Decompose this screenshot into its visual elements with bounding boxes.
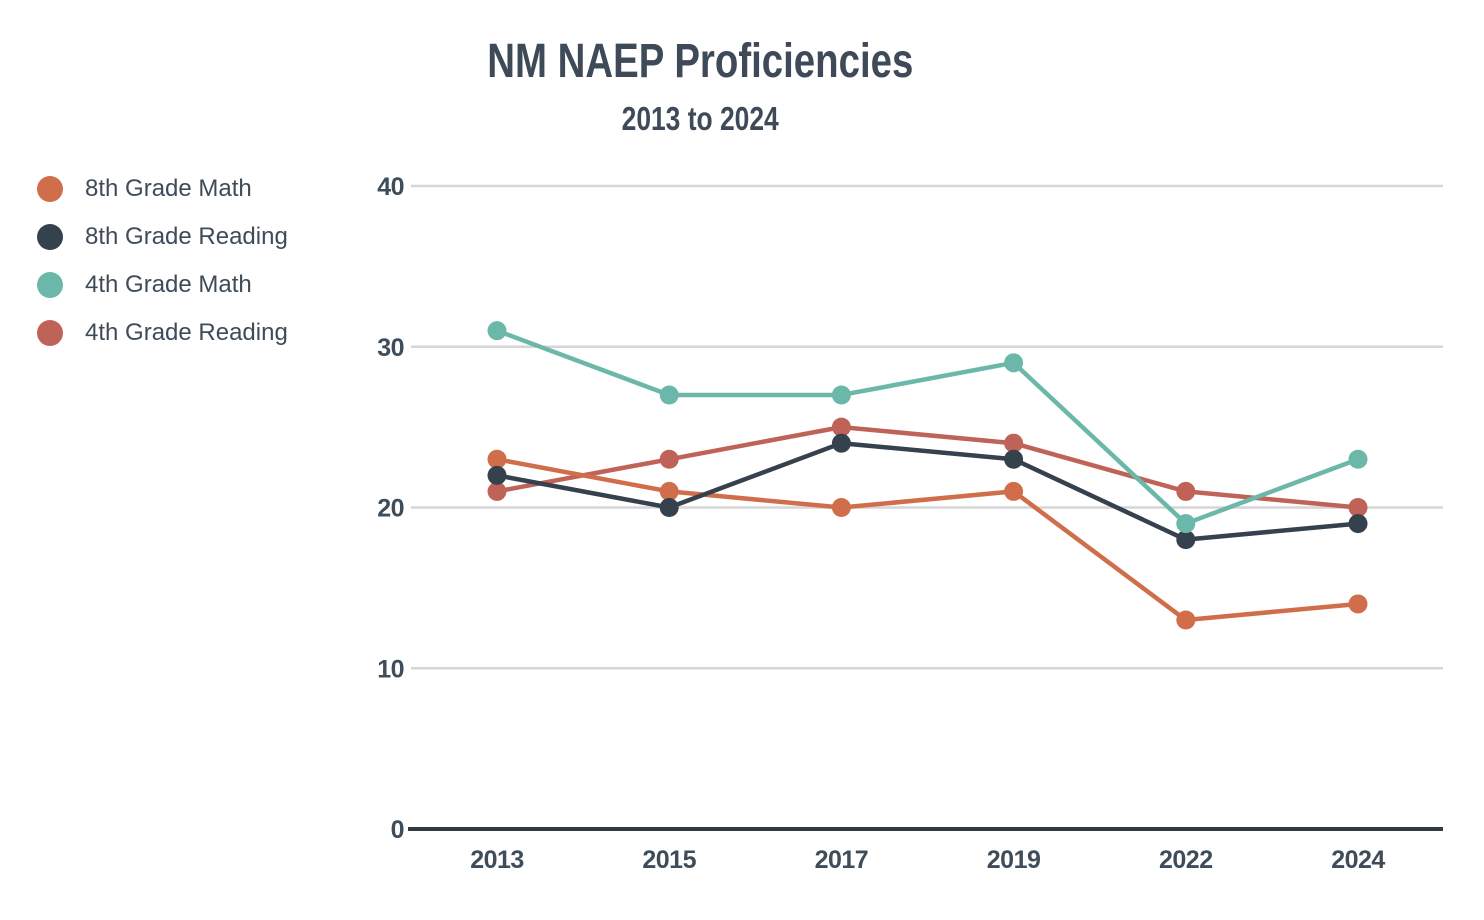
- data-point-4th-grade-reading: [487, 481, 507, 501]
- x-axis-tick-label: 2022: [1159, 846, 1213, 874]
- data-point-8th-grade-reading: [1004, 449, 1024, 469]
- series-line-4th-grade-math: [494, 328, 1361, 526]
- legend-dot-icon: [37, 272, 63, 298]
- data-point-4th-grade-math: [1004, 353, 1024, 373]
- chart-title-text: NM NAEP Proficiencies: [486, 35, 914, 88]
- y-axis-tick-label: 30: [377, 334, 404, 362]
- data-point-4th-grade-math: [659, 385, 679, 405]
- data-point-8th-grade-reading: [1176, 530, 1196, 550]
- legend-label: 4th Grade Math: [85, 271, 252, 298]
- data-point-4th-grade-reading: [1004, 433, 1024, 453]
- data-point-8th-grade-reading: [487, 465, 507, 485]
- series-line-8th-grade-math: [494, 457, 1361, 623]
- legend-dot-icon: [37, 320, 63, 346]
- legend-dot-icon: [37, 224, 63, 250]
- y-axis-tick-label: 20: [377, 495, 404, 523]
- legend-label: 4th Grade Reading: [85, 319, 288, 346]
- data-point-8th-grade-reading: [1348, 514, 1368, 534]
- legend-item-4th-grade-math: 4th Grade Math: [37, 261, 288, 309]
- chart-subtitle-text: 2013 to 2024: [621, 100, 779, 137]
- data-point-4th-grade-math: [1348, 449, 1368, 469]
- data-point-8th-grade-math: [659, 481, 679, 501]
- x-axis-tick-label: 2024: [1331, 846, 1385, 874]
- legend-item-8th-grade-reading: 8th Grade Reading: [37, 213, 288, 261]
- chart-subtitle: 2013 to 2024: [0, 100, 1400, 138]
- data-point-4th-grade-math: [1176, 514, 1196, 534]
- data-point-4th-grade-reading: [1348, 498, 1368, 517]
- data-point-4th-grade-math: [487, 321, 507, 341]
- data-point-8th-grade-math: [831, 498, 851, 517]
- data-point-8th-grade-math: [487, 449, 507, 469]
- data-point-8th-grade-math: [1348, 594, 1368, 614]
- legend-label: 8th Grade Math: [85, 175, 252, 202]
- legend-dot-icon: [37, 176, 63, 202]
- data-point-4th-grade-math: [831, 385, 851, 405]
- x-axis-tick-label: 2017: [815, 846, 869, 874]
- y-axis-tick-label: 10: [377, 655, 404, 683]
- chart-title: NM NAEP Proficiencies: [0, 34, 1400, 89]
- legend: 8th Grade Math 8th Grade Reading 4th Gra…: [37, 165, 288, 357]
- series-line-4th-grade-reading: [494, 424, 1361, 510]
- data-point-8th-grade-math: [1176, 610, 1196, 630]
- y-axis-tick-label: 40: [377, 173, 404, 201]
- y-axis-tick-label: 0: [391, 816, 404, 844]
- legend-label: 8th Grade Reading: [85, 223, 288, 250]
- data-point-4th-grade-reading: [659, 449, 679, 469]
- data-point-8th-grade-math: [1004, 481, 1024, 501]
- legend-item-8th-grade-math: 8th Grade Math: [37, 165, 288, 213]
- x-axis-tick-label: 2019: [987, 846, 1041, 874]
- data-point-8th-grade-reading: [831, 433, 851, 453]
- data-point-4th-grade-reading: [831, 417, 851, 437]
- legend-item-4th-grade-reading: 4th Grade Reading: [37, 309, 288, 357]
- x-axis-tick-label: 2013: [470, 846, 524, 874]
- data-point-8th-grade-reading: [659, 498, 679, 517]
- x-axis-tick-label: 2015: [642, 846, 696, 874]
- data-point-4th-grade-reading: [1176, 481, 1196, 501]
- series-line-8th-grade-reading: [494, 440, 1361, 542]
